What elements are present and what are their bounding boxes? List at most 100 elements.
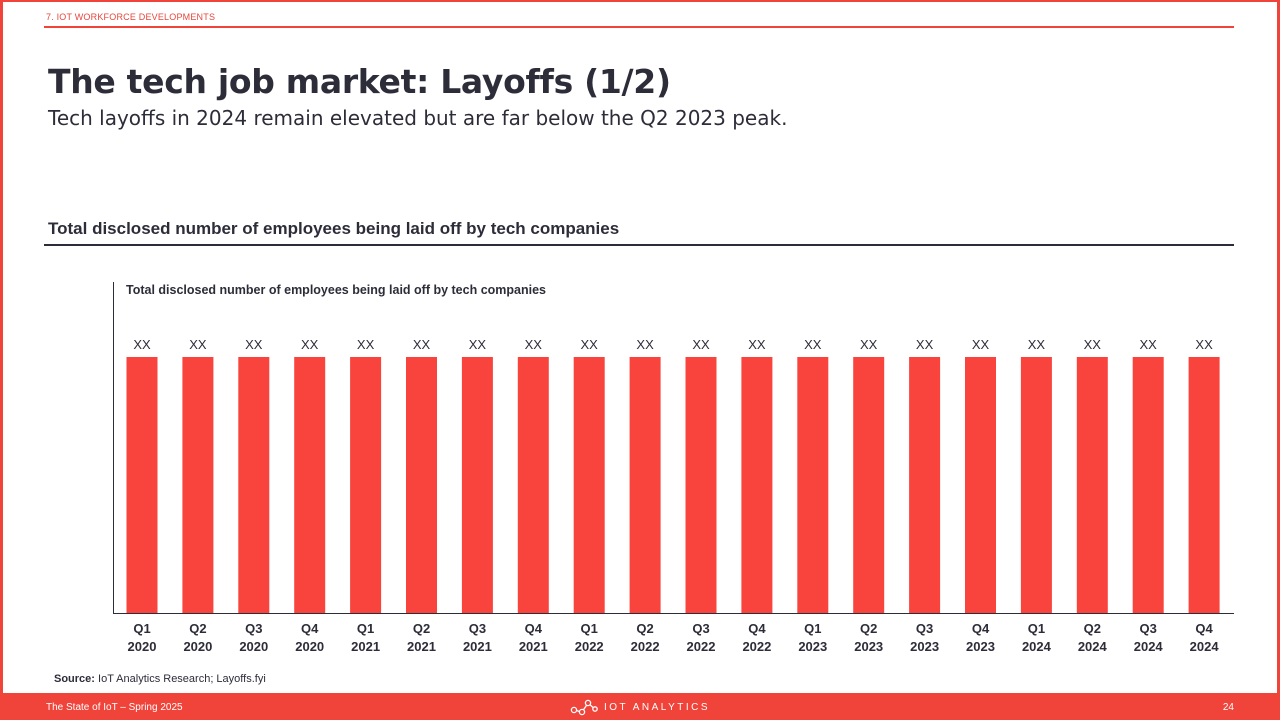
- source-text: IoT Analytics Research; Layoffs.fyi: [98, 673, 266, 685]
- iot-analytics-logo-icon: [570, 699, 598, 716]
- data-label: XX: [189, 337, 207, 352]
- bar-q4-2020: [294, 357, 326, 613]
- bar-q3-2023: [909, 357, 941, 613]
- section-label: 7. IOT WORKFORCE DEVELOPMENTS: [46, 12, 216, 22]
- bar-q2-2023: [853, 357, 885, 613]
- bar-q1-2023: [797, 357, 829, 613]
- bar-q2-2020: [182, 357, 214, 613]
- x-tick-year: 2022: [575, 639, 604, 654]
- bar-q3-2022: [685, 357, 717, 613]
- data-label: XX: [469, 337, 487, 352]
- x-tick-year: 2021: [351, 639, 380, 654]
- x-tick-year: 2021: [407, 639, 436, 654]
- footer-logo-text: IOT ANALYTICS: [604, 701, 711, 713]
- chart-title: Total disclosed number of employees bein…: [126, 283, 546, 297]
- x-tick-quarter: Q2: [189, 621, 206, 636]
- data-label: XX: [1084, 337, 1102, 352]
- bar-q4-2022: [741, 357, 773, 613]
- x-tick-year: 2021: [463, 639, 492, 654]
- data-label: XX: [245, 337, 263, 352]
- chart-heading: Total disclosed number of employees bein…: [48, 219, 620, 238]
- source-note: Source: IoT Analytics Research; Layoffs.…: [54, 673, 266, 685]
- page-title: The tech job market: Layoffs (1/2): [48, 62, 671, 101]
- chart-heading-rule: [44, 244, 1234, 246]
- data-label: XX: [748, 337, 766, 352]
- x-tick-year: 2024: [1134, 639, 1164, 654]
- section-rule: [44, 26, 1234, 28]
- data-label: XX: [1140, 337, 1158, 352]
- data-label: XX: [301, 337, 319, 352]
- x-tick-quarter: Q3: [916, 621, 933, 636]
- bar-q2-2024: [1076, 357, 1108, 613]
- x-tick-year: 2023: [910, 639, 939, 654]
- x-tick-year: 2022: [687, 639, 716, 654]
- x-tick-quarter: Q1: [1028, 621, 1045, 636]
- data-label: XX: [804, 337, 822, 352]
- source-label: Source:: [54, 673, 95, 685]
- x-tick-year: 2023: [854, 639, 883, 654]
- x-tick-quarter: Q1: [357, 621, 374, 636]
- bar-q3-2020: [238, 357, 270, 613]
- bar-q4-2024: [1188, 357, 1220, 613]
- x-tick-quarter: Q4: [748, 621, 766, 636]
- x-tick-year: 2024: [1022, 639, 1052, 654]
- page-subtitle: Tech layoffs in 2024 remain elevated but…: [48, 106, 788, 130]
- frame-top: [0, 0, 1280, 2]
- x-tick-quarter: Q3: [469, 621, 486, 636]
- x-tick-quarter: Q2: [860, 621, 877, 636]
- bar-q3-2021: [461, 357, 493, 613]
- frame-left: [0, 0, 3, 720]
- bar-q4-2023: [965, 357, 996, 613]
- x-tick-year: 2020: [128, 639, 157, 654]
- bar-q1-2021: [350, 357, 382, 613]
- frame-right: [1277, 0, 1280, 720]
- x-tick-quarter: Q1: [804, 621, 821, 636]
- x-tick-quarter: Q3: [245, 621, 262, 636]
- x-tick-quarter: Q3: [1140, 621, 1157, 636]
- bar-q1-2024: [1020, 357, 1052, 613]
- x-tick-year: 2020: [183, 639, 212, 654]
- data-label: XX: [525, 337, 543, 352]
- data-label: XX: [1028, 337, 1046, 352]
- bar-q3-2024: [1132, 357, 1164, 613]
- x-tick-quarter: Q1: [581, 621, 598, 636]
- bar-chart: Total disclosed number of employees bein…: [113, 282, 1234, 654]
- footer-logo: IOT ANALYTICS: [570, 697, 710, 717]
- data-label: XX: [692, 337, 710, 352]
- footer-bar: The State of IoT – Spring 2025 IOT ANALY…: [0, 693, 1280, 720]
- bar-q2-2022: [629, 357, 661, 613]
- x-tick-year: 2024: [1078, 639, 1108, 654]
- x-tick-quarter: Q3: [692, 621, 709, 636]
- x-tick-quarter: Q2: [413, 621, 430, 636]
- data-label: XX: [972, 337, 990, 352]
- data-label: XX: [413, 337, 431, 352]
- x-tick-year: 2020: [295, 639, 324, 654]
- bar-q4-2021: [517, 357, 549, 613]
- x-tick-year: 2024: [1190, 639, 1220, 654]
- x-tick-quarter: Q4: [301, 621, 319, 636]
- bar-q2-2021: [406, 357, 437, 613]
- data-label: XX: [916, 337, 934, 352]
- data-label: XX: [581, 337, 599, 352]
- x-tick-quarter: Q2: [1084, 621, 1101, 636]
- bar-q1-2022: [573, 357, 605, 613]
- x-tick-year: 2023: [798, 639, 827, 654]
- x-tick-year: 2022: [631, 639, 660, 654]
- x-tick-year: 2021: [519, 639, 548, 654]
- x-tick-year: 2023: [966, 639, 995, 654]
- data-label: XX: [357, 337, 375, 352]
- x-tick-year: 2022: [742, 639, 771, 654]
- x-tick-quarter: Q4: [525, 621, 543, 636]
- x-tick-quarter: Q4: [1195, 621, 1213, 636]
- x-tick-quarter: Q1: [133, 621, 150, 636]
- data-label: XX: [860, 337, 878, 352]
- page-number: 24: [1222, 702, 1234, 713]
- data-label: XX: [1195, 337, 1213, 352]
- data-label: XX: [636, 337, 654, 352]
- footer-report-title: The State of IoT – Spring 2025: [46, 702, 183, 713]
- x-tick-year: 2020: [239, 639, 268, 654]
- data-label: XX: [133, 337, 151, 352]
- bar-q1-2020: [126, 357, 158, 613]
- x-tick-quarter: Q2: [636, 621, 653, 636]
- x-tick-quarter: Q4: [972, 621, 990, 636]
